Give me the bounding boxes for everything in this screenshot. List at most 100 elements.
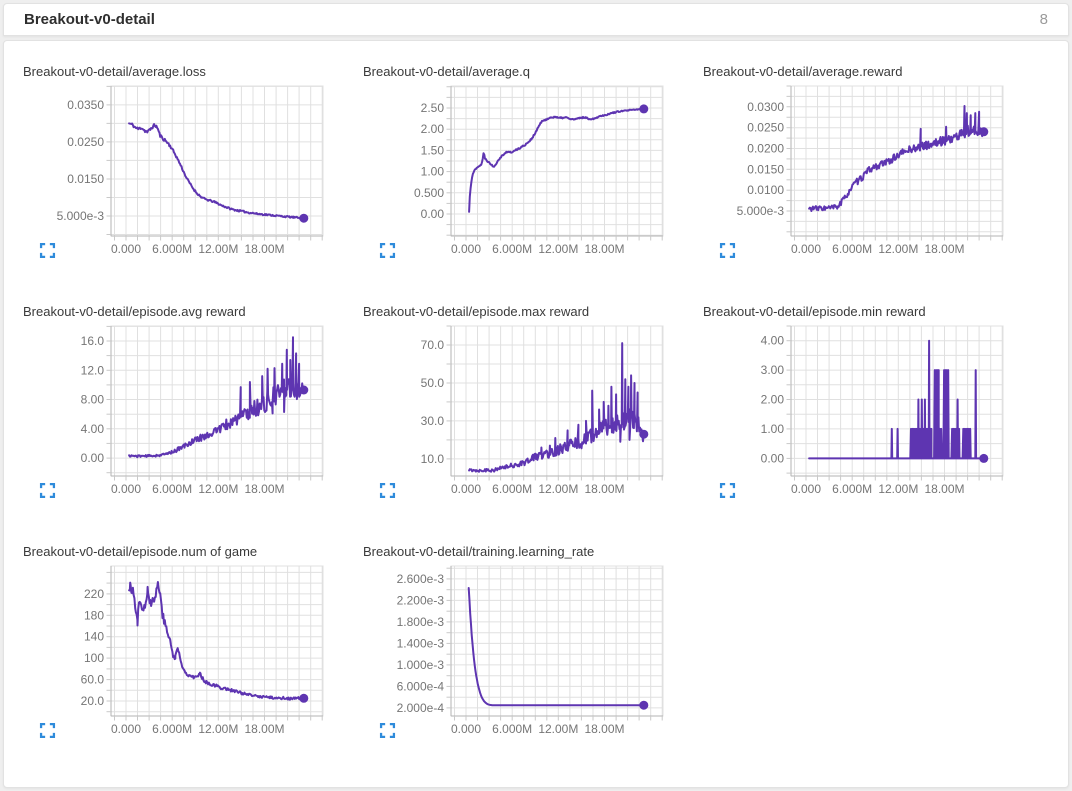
chart-card: Breakout-v0-detail/average.reward 0.0300… — [691, 56, 1031, 276]
x-tick-label: 6.000M — [492, 722, 532, 736]
chart-title: Breakout-v0-detail/episode.avg reward — [23, 304, 246, 319]
tick-marks — [786, 85, 1003, 241]
group-header[interactable]: Breakout-v0-detail 8 — [3, 3, 1069, 36]
y-tick-label: 20.0 — [81, 694, 105, 708]
series-end-dot — [639, 429, 649, 439]
fullscreen-expand-icon — [39, 722, 56, 739]
x-tick-label: 12.00M — [878, 242, 918, 256]
line-chart[interactable]: 0.0350 0.0250 0.0150 5.000e-3 0.000 6.000M 12.… — [11, 81, 341, 261]
x-tick-label: 0.000 — [451, 242, 481, 256]
tick-labels: 2.600e-3 2.200e-3 1.800e-3 1.400e-3 1.000e-3… — [397, 572, 625, 736]
expand-chart-button[interactable] — [379, 722, 396, 739]
expand-chart-button[interactable] — [379, 482, 396, 499]
series-end-dot — [299, 693, 309, 703]
y-tick-label: 100 — [84, 651, 104, 665]
tick-marks — [446, 325, 663, 481]
chart-card: Breakout-v0-detail/episode.min reward 4.… — [691, 296, 1031, 516]
series-line — [128, 122, 305, 220]
tick-labels: 2.50 2.00 1.50 1.00 0.500 0.00 0.000 6.000M 12.0… — [414, 101, 625, 256]
x-tick-label: 6.000M — [152, 242, 192, 256]
tick-marks — [446, 86, 663, 241]
tick-marks — [106, 85, 323, 241]
x-tick-label: 12.00M — [538, 482, 578, 496]
chart-card: Breakout-v0-detail/training.learning_rat… — [351, 536, 691, 756]
x-tick-label: 0.000 — [111, 482, 141, 496]
x-tick-label: 0.000 — [451, 482, 481, 496]
group-title: Breakout-v0-detail — [24, 11, 155, 28]
x-tick-label: 0.000 — [791, 242, 821, 256]
series-line — [468, 107, 645, 213]
charts-grid: Breakout-v0-detail/average.loss 0.0350 0.… — [4, 41, 1068, 756]
y-tick-label: 1.800e-3 — [397, 615, 445, 629]
y-tick-label: 0.00 — [421, 207, 445, 221]
expand-chart-button[interactable] — [379, 242, 396, 259]
series-line — [468, 342, 645, 473]
series-end-dot — [979, 127, 989, 137]
tick-labels: 16.0 12.0 8.00 4.00 0.00 0.000 6.000M 12.00M 18.… — [81, 334, 285, 496]
expand-chart-button[interactable] — [39, 722, 56, 739]
series-line — [808, 339, 985, 460]
y-tick-label: 220 — [84, 587, 104, 601]
fullscreen-expand-icon — [719, 242, 736, 259]
line-chart[interactable]: 16.0 12.0 8.00 4.00 0.00 0.000 6.000M 12.00M 18.… — [11, 321, 341, 501]
y-tick-label: 12.0 — [81, 363, 105, 377]
chart-count-badge: 8 — [1039, 11, 1048, 28]
expand-chart-button[interactable] — [719, 482, 736, 499]
series-end-dot — [299, 213, 309, 223]
y-tick-label: 50.0 — [421, 376, 445, 390]
y-tick-label: 1.000e-3 — [397, 658, 445, 672]
x-tick-label: 18.00M — [585, 482, 625, 496]
axes — [110, 325, 324, 477]
y-tick-label: 16.0 — [81, 334, 105, 348]
fullscreen-expand-icon — [719, 482, 736, 499]
x-tick-label: 18.00M — [245, 242, 285, 256]
x-tick-label: 6.000M — [832, 482, 872, 496]
tick-labels: 70.0 50.0 30.0 10.0 0.000 6.000M 12.00M 18.00M — [421, 338, 625, 496]
series-line — [128, 336, 305, 459]
y-tick-label: 30.0 — [421, 414, 445, 428]
y-tick-label: 0.00 — [81, 451, 105, 465]
line-chart[interactable]: 220 180 140 100 60.0 20.0 0.000 6.000M 12.00M 18.… — [11, 561, 341, 741]
y-tick-label: 4.00 — [761, 334, 785, 348]
chart-title: Breakout-v0-detail/average.loss — [23, 64, 206, 79]
line-chart[interactable]: 2.50 2.00 1.50 1.00 0.500 0.00 0.000 6.000M 12.0… — [351, 81, 681, 261]
y-tick-label: 1.00 — [421, 165, 445, 179]
tick-marks — [786, 325, 1003, 481]
line-chart[interactable]: 4.00 3.00 2.00 1.00 0.00 0.000 6.000M 12.00M 18.… — [691, 321, 1021, 501]
expand-chart-button[interactable] — [719, 242, 736, 259]
x-tick-label: 12.00M — [198, 722, 238, 736]
x-tick-label: 0.000 — [451, 722, 481, 736]
fullscreen-expand-icon — [379, 482, 396, 499]
line-chart[interactable]: 70.0 50.0 30.0 10.0 0.000 6.000M 12.00M 18.00M — [351, 321, 681, 501]
chart-title: Breakout-v0-detail/average.q — [363, 64, 530, 79]
y-tick-label: 3.00 — [761, 363, 785, 377]
expand-chart-button[interactable] — [39, 482, 56, 499]
y-tick-label: 0.0300 — [747, 100, 784, 114]
tick-labels: 0.0350 0.0250 0.0150 5.000e-3 0.000 6.000M 12.… — [57, 98, 285, 256]
series-line — [808, 105, 985, 212]
chart-title: Breakout-v0-detail/episode.max reward — [363, 304, 590, 319]
gridlines — [451, 566, 663, 716]
axes — [450, 565, 664, 717]
x-tick-label: 18.00M — [925, 482, 965, 496]
line-chart[interactable]: 2.600e-3 2.200e-3 1.800e-3 1.400e-3 1.000e-3… — [351, 561, 681, 741]
fullscreen-expand-icon — [379, 242, 396, 259]
chart-card: Breakout-v0-detail/episode.avg reward 16… — [11, 296, 351, 516]
chart-title: Breakout-v0-detail/episode.num of game — [23, 544, 258, 559]
y-tick-label: 0.0250 — [747, 121, 784, 135]
fullscreen-expand-icon — [39, 482, 56, 499]
series-end-dot — [639, 700, 649, 710]
y-tick-label: 70.0 — [421, 338, 445, 352]
y-tick-label: 2.200e-3 — [397, 593, 445, 607]
line-chart[interactable]: 0.0300 0.0250 0.0200 0.0150 0.0100 5.000e-3 0.… — [691, 81, 1021, 261]
chart-title: Breakout-v0-detail/average.reward — [703, 64, 903, 79]
expand-chart-button[interactable] — [39, 242, 56, 259]
chart-card: Breakout-v0-detail/average.loss 0.0350 0.… — [11, 56, 351, 276]
tick-marks — [106, 571, 323, 721]
y-tick-label: 0.0100 — [747, 183, 784, 197]
x-tick-label: 6.000M — [832, 242, 872, 256]
x-tick-label: 12.00M — [878, 482, 918, 496]
y-tick-label: 0.0200 — [747, 142, 784, 156]
chart-title: Breakout-v0-detail/training.learning_rat… — [363, 544, 595, 559]
